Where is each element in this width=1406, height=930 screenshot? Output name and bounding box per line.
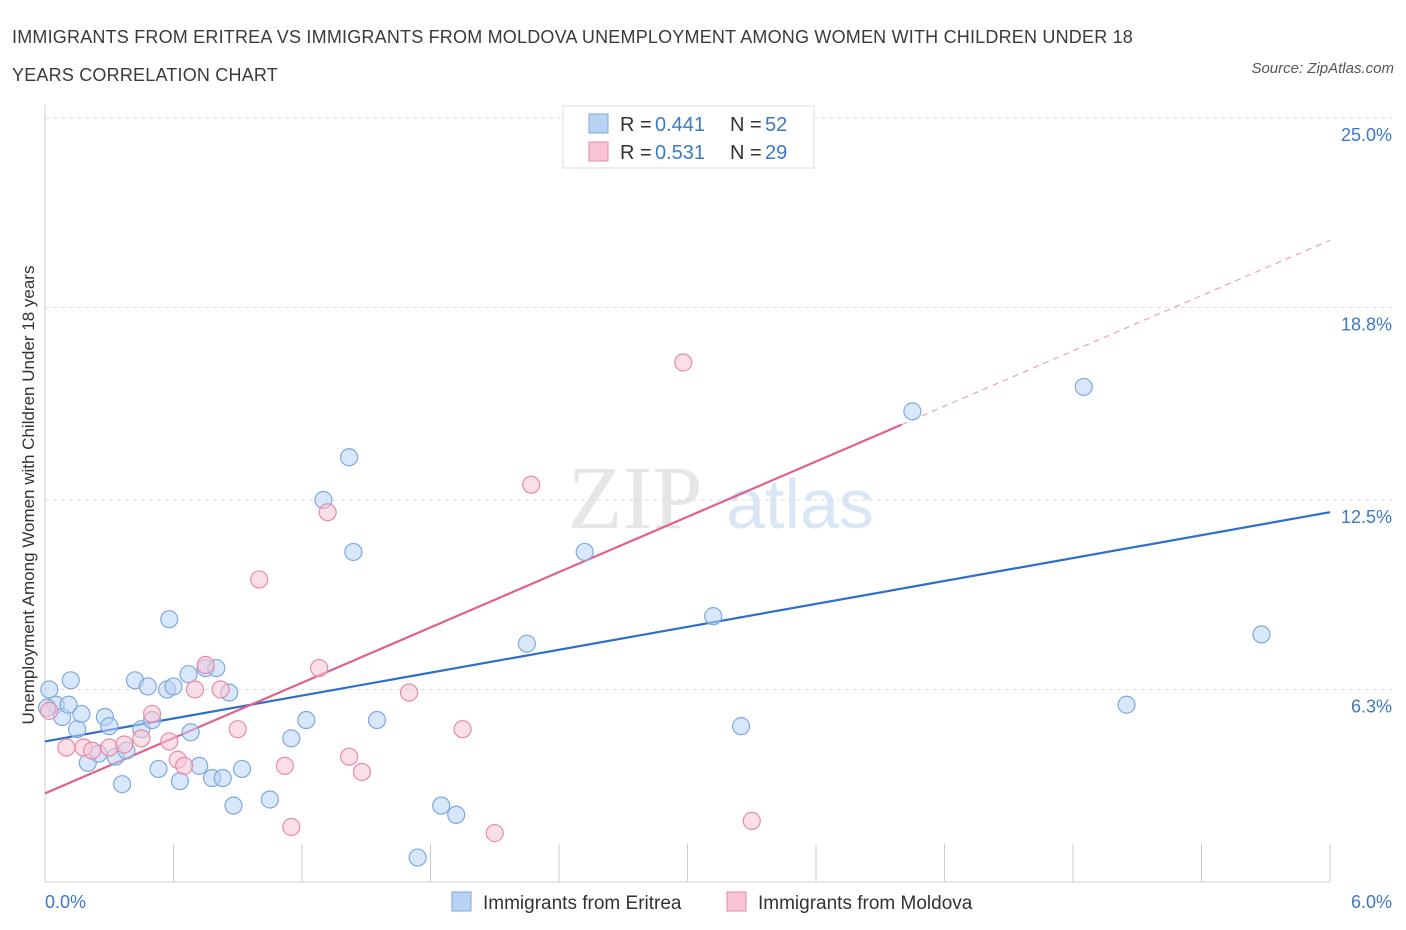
eritrea-point [170, 772, 190, 791]
eritrea-point [1252, 625, 1271, 644]
moldova-point [522, 475, 541, 494]
legend-swatch-moldova [588, 141, 609, 162]
x-tick-label-min: 0.0% [45, 892, 86, 912]
eritrea-point [213, 768, 232, 788]
legend-n-label-1: N = [730, 114, 762, 136]
moldova-point [352, 762, 372, 782]
moldova-point [40, 701, 59, 720]
legend-bottom: Immigrants from Eritrea Immigrants from … [451, 891, 973, 914]
eritrea-point [112, 775, 132, 794]
chart-title: IMMIGRANTS FROM ERITREA VS IMMIGRANTS FR… [12, 27, 1134, 85]
y-tick-label: 18.8% [1341, 314, 1392, 334]
eritrea-point [260, 790, 279, 809]
moldova-point [115, 735, 134, 754]
eritrea-point [282, 729, 301, 748]
eritrea-point [903, 402, 922, 421]
eritrea-trend-line [44, 511, 1331, 743]
moldova-point [674, 353, 693, 372]
trend-lines [44, 239, 1331, 795]
moldova-point [318, 503, 337, 522]
legend-r-value-2: 0.531 [655, 142, 705, 164]
eritrea-point [447, 805, 466, 824]
legend-r-value-1: 0.441 [655, 114, 705, 136]
eritrea-point [61, 671, 80, 690]
eritrea-point [160, 610, 179, 629]
data-points [38, 124, 1271, 867]
moldova-point [282, 817, 301, 837]
legend-top: R = 0.441 N = 52 R = 0.531 N = 29 [562, 105, 815, 169]
eritrea-point [181, 723, 200, 742]
eritrea-point [575, 542, 594, 562]
bottom-legend-moldova: Immigrants from Moldova [758, 893, 973, 914]
eritrea-point [179, 665, 198, 684]
moldova-point [132, 729, 151, 748]
moldova-point [83, 741, 102, 760]
eritrea-point [344, 542, 363, 562]
moldova-point [57, 738, 76, 757]
eritrea-point [1117, 695, 1136, 714]
watermark-zip: ZIP [568, 449, 703, 548]
tick-labels: 25.0% 18.8% 12.5% 6.3% 0.0% 6.0% [45, 125, 1392, 912]
eritrea-point [704, 607, 723, 626]
moldova-point [340, 747, 359, 766]
eritrea-point [100, 717, 119, 736]
bottom-legend-swatch-eritrea [451, 891, 472, 912]
legend-r-label-2: R = [620, 142, 652, 164]
moldova-point [175, 756, 194, 775]
eritrea-point [432, 796, 451, 815]
eritrea-point [40, 680, 59, 699]
legend-n-value-2: 29 [765, 142, 787, 164]
source-label: Source: ZipAtlas.com [1251, 60, 1394, 77]
moldova-point [310, 658, 329, 678]
watermark-atlas: atlas [726, 465, 874, 543]
y-tick-label: 12.5% [1341, 507, 1392, 527]
bottom-legend-eritrea: Immigrants from Eritrea [483, 893, 682, 914]
moldova-trend-extension [901, 239, 1331, 426]
eritrea-point [297, 710, 316, 730]
moldova-point [160, 732, 179, 751]
eritrea-point [149, 759, 168, 779]
moldova-point [250, 570, 269, 589]
legend-r-label-1: R = [620, 114, 652, 136]
moldova-point [100, 738, 119, 757]
moldova-point [742, 811, 761, 830]
eritrea-point [68, 720, 87, 739]
eritrea-point [59, 695, 78, 714]
x-tick-label-max: 6.0% [1351, 892, 1392, 912]
moldova-point [196, 655, 215, 675]
eritrea-point [164, 677, 183, 696]
y-tick-label: 6.3% [1351, 696, 1392, 716]
eritrea-point [224, 796, 243, 815]
moldova-point [485, 824, 504, 843]
moldova-point [453, 720, 472, 739]
legend-n-label-2: N = [730, 142, 762, 164]
moldova-point [275, 756, 294, 775]
eritrea-point [408, 848, 427, 867]
eritrea-point [138, 677, 157, 696]
moldova-point [228, 720, 247, 739]
bottom-legend-swatch-moldova [726, 891, 747, 912]
moldova-point [399, 683, 419, 702]
moldova-point [142, 704, 162, 724]
moldova-point [211, 680, 230, 699]
eritrea-point [731, 717, 751, 736]
eritrea-point [1074, 377, 1093, 397]
legend-swatch-eritrea [588, 113, 609, 134]
y-axis-label: Unemployment Among Women with Children U… [19, 266, 38, 725]
eritrea-point [517, 634, 536, 653]
axes [44, 105, 1331, 883]
eritrea-point [340, 448, 359, 467]
moldova-point [185, 680, 205, 699]
grid-lines [45, 117, 1392, 690]
eritrea-point [367, 710, 387, 730]
legend-n-value-1: 52 [765, 114, 787, 136]
eritrea-point [232, 759, 252, 779]
y-tick-label: 25.0% [1341, 125, 1392, 145]
eritrea-point [72, 704, 91, 724]
